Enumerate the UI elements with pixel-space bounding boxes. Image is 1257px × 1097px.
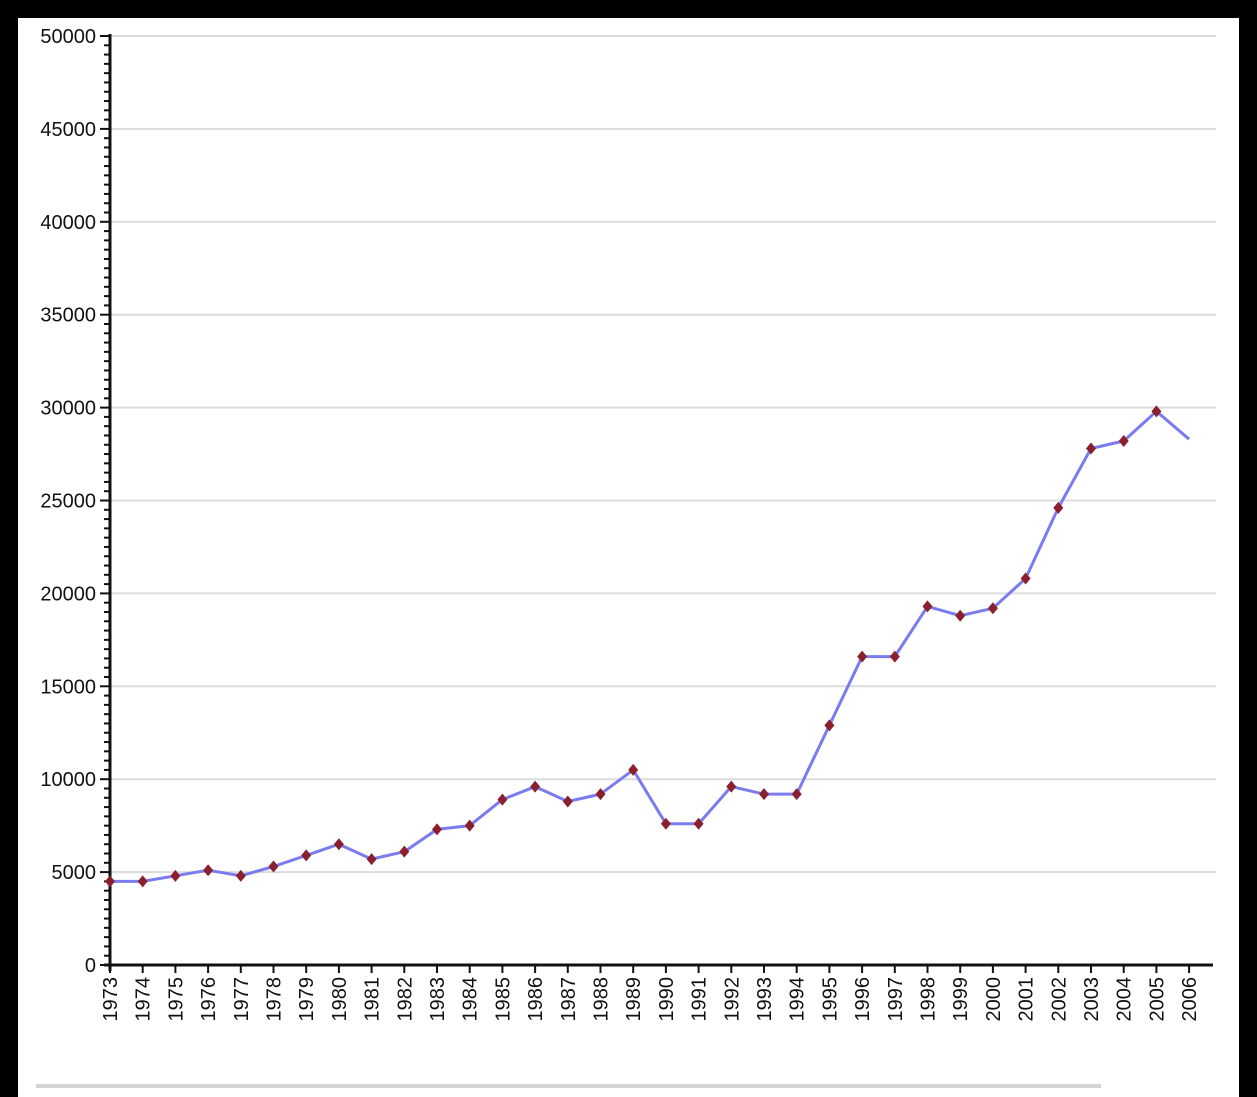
x-tick-label-1990: 1990 [656,977,678,1022]
x-tick-label-1994: 1994 [787,977,809,1022]
x-tick-label-1977: 1977 [231,977,253,1022]
x-tick-label-1998: 1998 [918,977,940,1022]
data-point-1984 [464,819,475,832]
chart-frame: 0 5000 10000 15000 20000 25000 30000 35000 40000… [18,18,1239,1097]
data-point-1976 [203,864,214,877]
x-tick-label-2002: 2002 [1048,977,1070,1022]
x-tick-label-1975: 1975 [165,977,187,1022]
data-point-1992 [726,780,737,793]
x-tick-label-1988: 1988 [591,977,613,1022]
x-tick-label-1995: 1995 [819,977,841,1022]
y-tick-label-25000: 25000 [40,491,96,513]
x-tick-label-1981: 1981 [362,977,384,1022]
data-point-1988 [595,788,606,801]
x-tick-label-1999: 1999 [950,977,972,1022]
data-point-1996 [857,650,868,663]
y-tick-label-45000: 45000 [40,119,96,141]
bottom-scrollbar-track [36,1084,1101,1088]
gridlines [110,35,1216,874]
x-tick-labels: 1973 1974 1975 1976 1977 1978 1979 1980 1981 1982… [100,977,1201,1022]
data-point-2001 [1020,572,1031,585]
y-tick-label-10000: 10000 [40,769,96,791]
data-point-1982 [399,845,410,858]
x-tick-label-1992: 1992 [721,977,743,1022]
y-tick-label-30000: 30000 [40,398,96,420]
x-tick-label-1989: 1989 [623,977,645,1022]
data-point-1998 [922,600,933,613]
x-tick-label-1973: 1973 [100,977,122,1022]
x-tick-label-2001: 2001 [1016,977,1038,1022]
x-tick-label-1984: 1984 [460,977,482,1022]
x-tick-label-1991: 1991 [689,977,711,1022]
data-point-2005 [1151,405,1162,418]
data-point-1978 [268,860,279,873]
data-point-1994 [791,788,802,801]
x-tick-label-1974: 1974 [133,977,155,1022]
y-tick-label-35000: 35000 [40,305,96,327]
x-tick-label-1982: 1982 [394,977,416,1022]
y-tick-label-5000: 5000 [52,862,97,884]
x-tick-label-2005: 2005 [1146,977,1168,1022]
line-chart: 0 5000 10000 15000 20000 25000 30000 35000 40000… [18,18,1239,1097]
data-point-2004 [1118,435,1129,448]
x-tick-label-1979: 1979 [296,977,318,1022]
x-tick-label-2004: 2004 [1114,977,1136,1022]
y-tick-label-50000: 50000 [40,26,96,48]
data-point-1981 [366,853,377,866]
y-tick-label-20000: 20000 [40,583,96,605]
x-tick-label-2003: 2003 [1081,977,1103,1022]
data-point-1986 [530,780,541,793]
x-tick-label-1985: 1985 [492,977,514,1022]
data-point-1979 [301,849,312,862]
x-tick-label-1980: 1980 [329,977,351,1022]
x-tick-label-1983: 1983 [427,977,449,1022]
chart-background [18,18,1239,1097]
x-tick-label-1987: 1987 [558,977,580,1022]
data-point-1974 [137,875,148,888]
series [105,405,1191,888]
x-tick-label-1978: 1978 [264,977,286,1022]
x-tick-label-2000: 2000 [983,977,1005,1022]
data-point-1997 [889,650,900,663]
data-point-1987 [562,795,573,808]
data-point-1977 [235,869,246,882]
data-point-1990 [660,817,671,830]
y-tick-label-0: 0 [85,955,96,977]
data-point-1985 [497,793,508,806]
x-tick-label-2006: 2006 [1179,977,1201,1022]
x-tick-label-1976: 1976 [198,977,220,1022]
series-line-0 [110,409,1191,883]
data-point-1995 [824,719,835,732]
axes [100,34,1213,973]
y-tick-label-40000: 40000 [40,212,96,234]
data-point-2002 [1053,501,1064,514]
data-point-1983 [432,823,442,836]
x-tick-label-1986: 1986 [525,977,547,1022]
x-tick-label-1996: 1996 [852,977,874,1022]
data-point-1999 [955,609,966,622]
data-point-1975 [170,869,181,882]
y-tick-labels: 0 5000 10000 15000 20000 25000 30000 35000 40000… [40,26,96,977]
data-point-2003 [1086,442,1096,455]
data-point-1991 [693,817,704,830]
x-tick-label-1993: 1993 [754,977,776,1022]
data-point-1980 [333,838,344,851]
data-point-1993 [759,788,769,801]
x-tick-label-1997: 1997 [885,977,907,1022]
data-point-1973 [105,875,115,888]
data-point-1989 [628,763,639,776]
data-point-2000 [987,602,998,615]
y-tick-label-15000: 15000 [40,676,96,698]
